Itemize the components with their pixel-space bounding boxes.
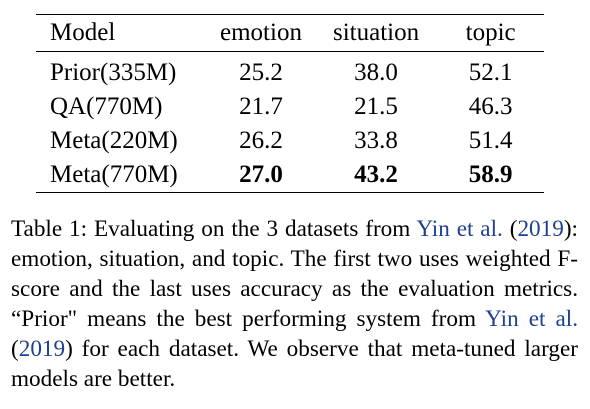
caption-paren: ( <box>11 336 19 362</box>
cell-emotion: 25.2 <box>239 59 283 86</box>
table-header-row: Model emotion situation topic <box>36 14 544 52</box>
cell-emotion-best: 27.0 <box>239 161 283 188</box>
citation-link-author[interactable]: Yin et al. <box>485 306 578 332</box>
citation-link-year[interactable]: 2019 <box>18 336 66 362</box>
cell-emotion: 26.2 <box>239 127 283 154</box>
cell-topic: 52.1 <box>468 59 513 86</box>
header-model: Model <box>50 19 116 46</box>
cell-situation: 21.5 <box>354 93 398 120</box>
caption-text: ) for each dataset. We ob­serve that met… <box>11 336 578 392</box>
results-table: Model emotion situation topic Prior(335M… <box>36 14 544 193</box>
caption-paren: ( <box>502 216 518 242</box>
citation-link-year[interactable]: 2019 <box>517 216 564 242</box>
header-situation: situation <box>332 19 420 46</box>
table-row: Prior(335M) 25.2 38.0 52.1 <box>36 52 544 91</box>
header-topic: topic <box>465 19 516 46</box>
table-caption: Table 1: Evaluating on the 3 datasets fr… <box>11 214 578 394</box>
table-row-best: Meta(770M) 27.0 43.2 58.9 <box>36 158 544 193</box>
cell-model: Meta(770M) <box>50 161 178 188</box>
cell-situation-best: 43.2 <box>354 161 398 188</box>
table-row: QA(770M) 21.7 21.5 46.3 <box>36 90 544 124</box>
table-row: Meta(220M) 26.2 33.8 51.4 <box>36 124 544 158</box>
caption-text: Table 1: Evaluating on the 3 datasets fr… <box>11 216 417 242</box>
cell-model: Meta(220M) <box>50 127 178 154</box>
cell-emotion: 21.7 <box>239 93 283 120</box>
caption-text: ): emotion, situation, and topic. The fi… <box>11 216 578 332</box>
cell-topic: 46.3 <box>468 93 513 120</box>
header-emotion: emotion <box>220 19 302 46</box>
citation-link-author[interactable]: Yin et al. <box>416 216 503 242</box>
cell-model: QA(770M) <box>50 93 163 120</box>
cell-model: Prior(335M) <box>50 59 177 86</box>
cell-topic: 51.4 <box>468 127 513 154</box>
cell-situation: 33.8 <box>354 127 398 154</box>
cell-topic-best: 58.9 <box>468 161 513 188</box>
cell-situation: 38.0 <box>354 59 398 86</box>
